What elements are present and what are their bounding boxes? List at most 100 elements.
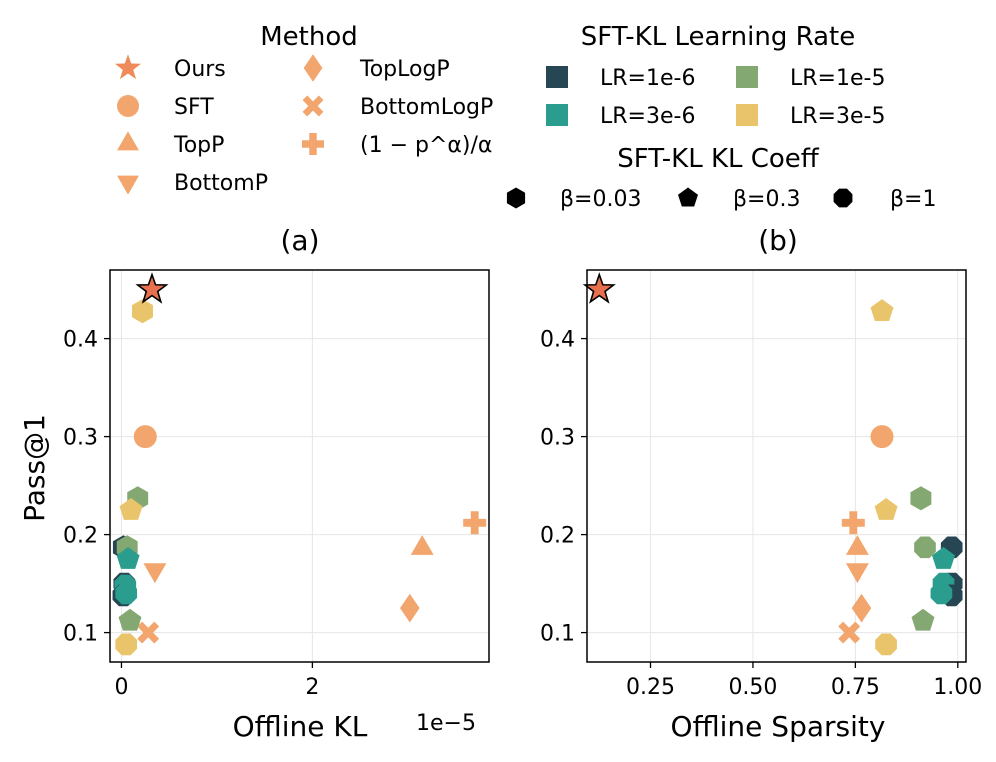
point-ours-star xyxy=(582,272,616,304)
legend-item-1-p: (1 − p^α)/α xyxy=(302,133,492,158)
panel-a-label: (a) xyxy=(280,224,319,257)
legend-item-bottomlogp: BottomLogP xyxy=(302,95,493,120)
y-tick-label: 0.1 xyxy=(540,622,575,647)
y-tick-label: 0.3 xyxy=(540,426,575,451)
point-bottomp-triangle-down xyxy=(845,563,869,584)
point-toplogp-diamond xyxy=(851,593,872,623)
panel-a-ylabel: Pass@1 xyxy=(18,414,51,522)
point-1-p-plus xyxy=(463,511,487,535)
point-topp-triangle-up xyxy=(845,535,869,555)
point-sft-kl-pentagon xyxy=(932,547,955,569)
legend-item-topp: TopP xyxy=(117,131,224,158)
y-tick-label: 0.1 xyxy=(63,622,98,647)
legend-marker-triangle-down xyxy=(117,175,139,195)
point-sft-kl-octagon xyxy=(930,582,953,605)
legend-swatch xyxy=(546,66,568,88)
legend-item-lr-3e-5: LR=3e-5 xyxy=(736,104,885,129)
panel-b-xlabel: Offline Sparsity xyxy=(671,710,886,743)
legend-label: BottomP xyxy=(174,171,268,196)
legend-item-0-3: β=0.3 xyxy=(678,187,800,212)
y-tick-label: 0.2 xyxy=(63,524,98,549)
panel-a-plot: 0 2 0.1 0.2 0.3 0.4 xyxy=(63,269,490,700)
point-sft-kl-pentagon xyxy=(118,608,142,631)
legend-marker-diamond xyxy=(303,54,323,82)
legend-swatch xyxy=(546,104,568,126)
legend-label: LR=3e-5 xyxy=(790,104,885,129)
legend-item-ours: Ours xyxy=(114,54,226,82)
point-sft-kl-octagon xyxy=(115,582,138,605)
point-sft-kl-pentagon xyxy=(119,498,143,520)
legend-label: (1 − p^α)/α xyxy=(360,133,492,158)
panel-b-label: (b) xyxy=(758,224,798,257)
legend-label: TopP xyxy=(173,133,224,158)
plot-frame xyxy=(586,269,967,663)
legend-label: LR=1e-5 xyxy=(790,66,885,91)
point-sft-kl-hexagon xyxy=(132,299,153,324)
y-tick-label: 0.4 xyxy=(540,328,575,353)
data-points xyxy=(112,272,487,656)
legend-item-bottomp: BottomP xyxy=(117,171,268,196)
x-tick-label: 0.75 xyxy=(831,675,880,700)
point-sft-kl-pentagon xyxy=(874,498,898,520)
panel-a-x-scale: 1e−5 xyxy=(416,711,476,736)
method-legend: Method Ours SFT TopP BottomP TopLogP BottomLo… xyxy=(114,22,493,196)
point-sft-circle xyxy=(870,425,894,449)
y-tick-label: 0.4 xyxy=(63,328,98,353)
plot-frame xyxy=(109,269,490,663)
point-bottomp-triangle-down xyxy=(143,563,167,584)
point-sft-circle xyxy=(133,425,157,449)
point-toplogp-diamond xyxy=(400,593,420,623)
point-bottomlogp-x xyxy=(137,621,160,644)
legend-item-sft: SFT xyxy=(117,95,214,120)
point-ours-star xyxy=(135,272,169,304)
legend-swatch xyxy=(736,66,758,88)
legend-marker-plus xyxy=(302,133,324,155)
point-sft-kl-octagon xyxy=(914,536,936,559)
point-sft-kl-pentagon xyxy=(870,299,894,321)
legend-item-lr-1e-5: LR=1e-5 xyxy=(736,66,885,91)
x-tick-label: 0.25 xyxy=(626,675,675,700)
data-points xyxy=(582,272,963,656)
legend-item-toplogp: TopLogP xyxy=(303,54,450,82)
legend-marker-hexagon xyxy=(506,187,526,209)
y-tick-label: 0.2 xyxy=(540,524,575,549)
method-legend-title: Method xyxy=(260,22,358,52)
lr-legend-title: SFT-KL Learning Rate xyxy=(581,22,855,52)
lr-legend: SFT-KL Learning Rate LR=1e-6 LR=1e-5 LR=3e… xyxy=(546,22,885,129)
legend-label: BottomLogP xyxy=(360,95,493,120)
x-tick-label: 0.50 xyxy=(728,675,777,700)
legend-marker-octagon xyxy=(833,188,853,208)
legend-marker-star xyxy=(114,54,142,80)
legend-label: Ours xyxy=(174,57,226,82)
legend-item-1: β=1 xyxy=(833,187,936,212)
legend-swatch xyxy=(736,104,758,126)
legend-marker-triangle-up xyxy=(117,131,139,151)
legend-label: β=0.03 xyxy=(560,187,641,212)
x-tick-label: 2 xyxy=(305,675,319,700)
point-topp-triangle-up xyxy=(410,535,434,555)
legend-marker-circle xyxy=(117,95,139,117)
legend-label: β=0.3 xyxy=(733,187,800,212)
point-1-p-plus xyxy=(841,511,865,535)
legend-label: LR=1e-6 xyxy=(600,66,695,91)
panel-a-xlabel: Offline KL xyxy=(233,710,368,743)
legend-item-lr-1e-6: LR=1e-6 xyxy=(546,66,695,91)
point-sft-kl-hexagon xyxy=(910,486,932,511)
legend-label: TopLogP xyxy=(359,57,450,82)
kl-legend-title: SFT-KL KL Coeff xyxy=(617,144,820,174)
x-tick-label: 1.00 xyxy=(933,675,982,700)
legend-marker-x xyxy=(302,95,324,117)
legend-label: SFT xyxy=(174,95,214,120)
legend-label: LR=3e-6 xyxy=(600,104,695,129)
legend-label: β=1 xyxy=(890,187,936,212)
y-tick-label: 0.3 xyxy=(63,426,98,451)
point-bottomlogp-x xyxy=(838,621,861,644)
point-sft-kl-octagon xyxy=(875,633,897,656)
x-tick-label: 0 xyxy=(114,675,128,700)
legend-marker-pentagon xyxy=(678,187,698,207)
point-sft-kl-pentagon xyxy=(911,608,935,631)
legend-item-0-03: β=0.03 xyxy=(506,187,641,212)
kl-legend: SFT-KL KL Coeff β=0.03 β=0.3 β=1 xyxy=(506,144,936,212)
point-sft-kl-pentagon xyxy=(116,547,140,569)
